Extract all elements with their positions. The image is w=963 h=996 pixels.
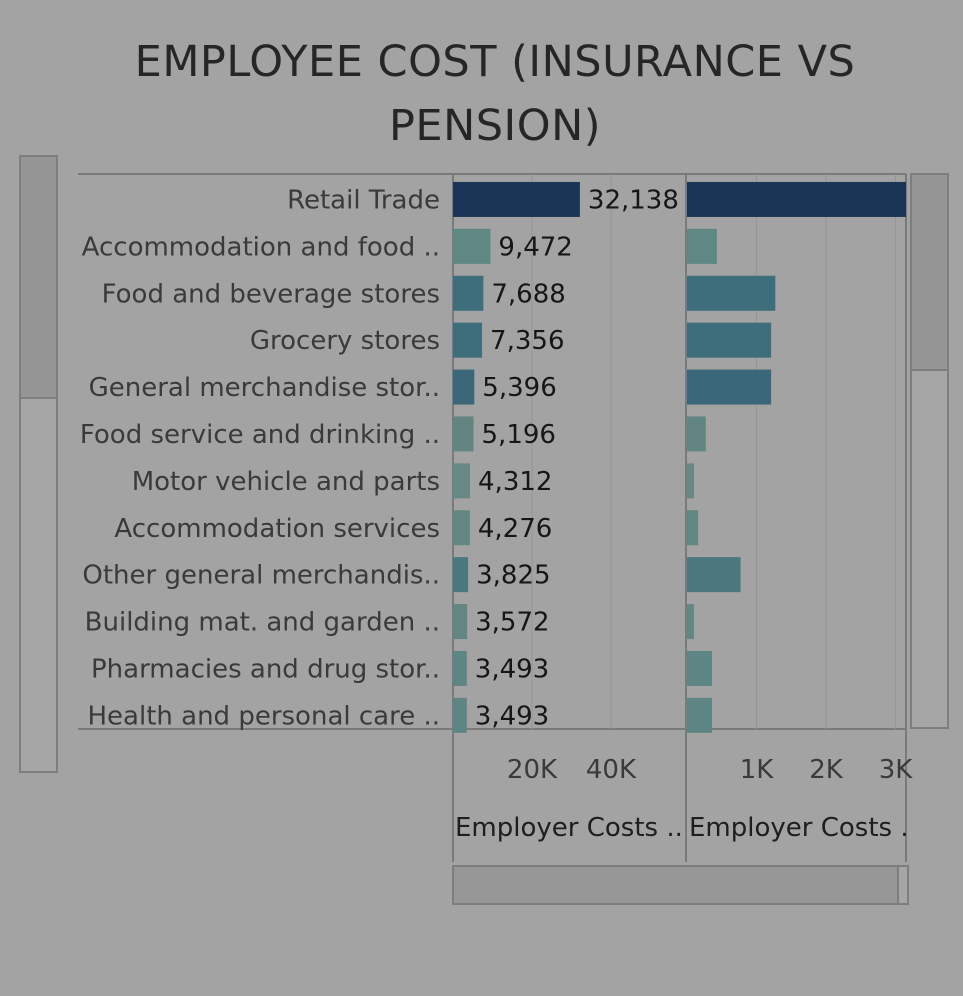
bar-panel2-row-6 xyxy=(687,416,706,452)
bar-panel1-row-9 xyxy=(453,557,469,593)
chart-title-line-1: EMPLOYEE COST (INSURANCE VS xyxy=(134,37,856,87)
tick-label-panel1-2: 40K xyxy=(586,755,637,785)
right-vertical-scrollbar[interactable] xyxy=(910,173,949,729)
value-label-row-3: 7,688 xyxy=(491,279,565,309)
row-label-3: Food and beverage stores xyxy=(102,279,440,309)
bar-panel1-row-3 xyxy=(453,275,484,311)
bar-panel1-row-1 xyxy=(453,181,580,217)
value-label-row-9: 3,825 xyxy=(476,561,550,591)
bar-panel2-row-12 xyxy=(687,697,713,733)
bar-panel2-row-9 xyxy=(687,557,741,593)
bar-panel1-row-7 xyxy=(453,463,471,499)
chart-title: EMPLOYEE COST (INSURANCE VS PENSION) xyxy=(0,30,963,158)
value-label-row-11: 3,493 xyxy=(475,654,549,684)
bar-panel2-row-5 xyxy=(687,369,772,405)
bar-panel2-row-1 xyxy=(687,181,906,217)
bar-panel1-row-12 xyxy=(453,697,467,733)
value-label-row-6: 5,196 xyxy=(482,420,556,450)
chart-title-line-2: PENSION) xyxy=(388,101,602,151)
tick-label-panel2-1: 1K xyxy=(740,755,775,785)
bar-panel1-row-5 xyxy=(453,369,475,405)
bar-panel2-row-10 xyxy=(687,604,694,640)
bar-panel2-row-2 xyxy=(687,228,717,264)
tick-label-panel1-1: 20K xyxy=(507,755,558,785)
bar-panel2-row-11 xyxy=(687,650,713,686)
row-label-4: Grocery stores xyxy=(250,326,440,356)
row-label-10: Building mat. and garden .. xyxy=(85,608,440,638)
value-label-row-12: 3,493 xyxy=(475,701,549,731)
row-label-6: Food service and drinking .. xyxy=(80,420,440,450)
horizontal-scrollbar-thumb[interactable] xyxy=(454,867,899,903)
tick-label-panel2-2: 2K xyxy=(809,755,844,785)
axis-title-panel1: Employer Costs .. xyxy=(455,813,683,843)
row-label-1: Retail Trade xyxy=(287,185,440,215)
value-label-row-4: 7,356 xyxy=(490,326,564,356)
row-label-11: Pharmacies and drug stor.. xyxy=(91,654,440,684)
value-label-row-10: 3,572 xyxy=(475,608,549,638)
left-scrollbar-thumb[interactable] xyxy=(21,157,56,399)
row-label-12: Health and personal care .. xyxy=(88,701,441,731)
axis-title-panel2: Employer Costs . xyxy=(689,813,909,843)
bar-panel1-row-4 xyxy=(453,322,483,358)
right-scrollbar-thumb[interactable] xyxy=(912,175,947,371)
value-label-row-2: 9,472 xyxy=(498,232,572,262)
bar-panel1-row-2 xyxy=(453,228,491,264)
row-label-8: Accommodation services xyxy=(114,514,440,544)
left-vertical-scrollbar[interactable] xyxy=(19,155,58,773)
row-label-9: Other general merchandis.. xyxy=(82,561,440,591)
bar-panel2-row-7 xyxy=(687,463,694,499)
value-label-row-1: 32,138 xyxy=(588,185,679,215)
tick-label-panel2-3: 3K xyxy=(879,755,914,785)
bar-panel2-row-8 xyxy=(687,510,699,546)
row-label-5: General merchandise stor.. xyxy=(89,373,440,403)
bar-panel1-row-8 xyxy=(453,510,470,546)
bar-panel1-row-10 xyxy=(453,604,468,640)
value-label-row-8: 4,276 xyxy=(478,514,552,544)
bar-panel1-row-6 xyxy=(453,416,474,452)
horizontal-scrollbar[interactable] xyxy=(452,865,909,905)
bar-panel2-row-4 xyxy=(687,322,772,358)
value-label-row-7: 4,312 xyxy=(478,467,552,497)
row-label-7: Motor vehicle and parts xyxy=(132,467,440,497)
value-label-row-5: 5,396 xyxy=(482,373,556,403)
row-label-2: Accommodation and food .. xyxy=(82,232,440,262)
bar-panel2-row-3 xyxy=(687,275,776,311)
bar-panel1-row-11 xyxy=(453,650,467,686)
